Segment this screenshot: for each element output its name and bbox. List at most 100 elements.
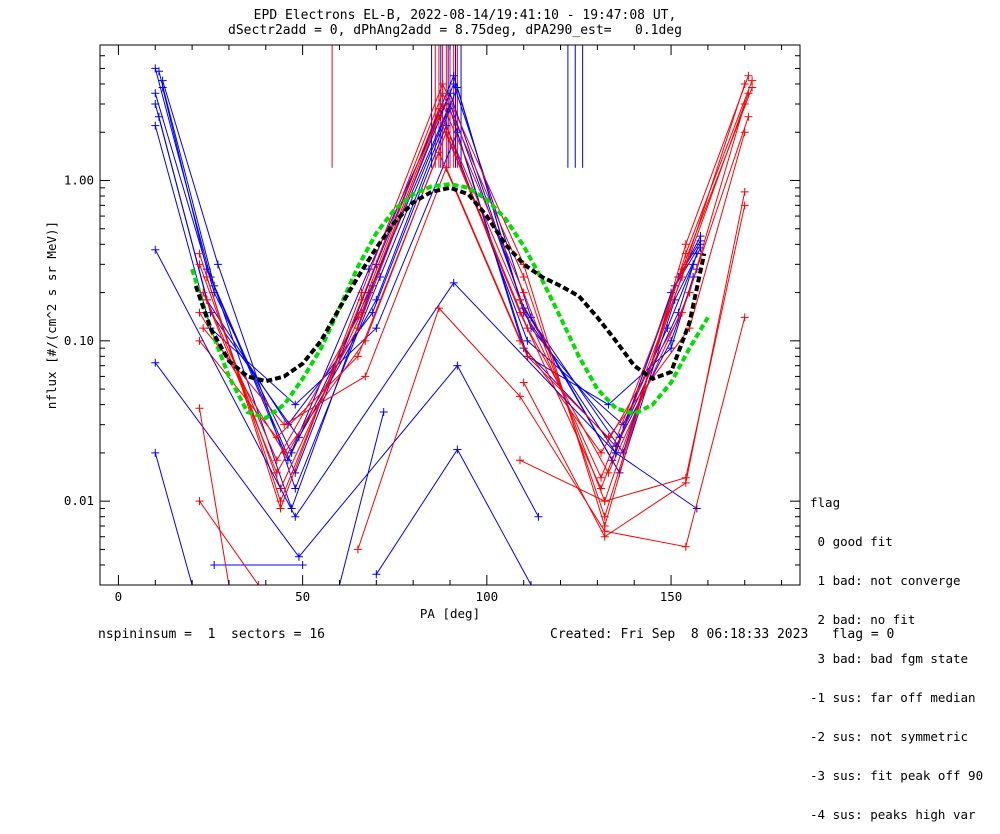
- pitch-angle-chart: 0 50 100 150 0.01 0.10 1.00 PA [deg] nflux [#/…: [44, 44, 801, 621]
- data-point: [213, 260, 222, 269]
- data-point: [272, 456, 281, 465]
- data-point: [272, 433, 281, 442]
- legend-heading: flag: [810, 495, 841, 510]
- x-tick-label: 100: [476, 589, 499, 604]
- data-point: [663, 324, 672, 333]
- data-point: [151, 448, 160, 457]
- series-line-red: [202, 93, 749, 490]
- data-point: [453, 361, 462, 370]
- data-point: [604, 433, 613, 442]
- data-point: [195, 308, 204, 317]
- flag-legend: flag 0 good fit 1 bad: not converge 2 ba…: [810, 470, 983, 834]
- data-point: [151, 89, 160, 98]
- data-point: [740, 187, 749, 196]
- data-point: [291, 512, 300, 521]
- data-point: [353, 313, 362, 322]
- data-point: [287, 448, 296, 457]
- series-line-red: [202, 132, 746, 439]
- data-point: [195, 260, 204, 269]
- legend-item: 0 good fit: [810, 534, 893, 549]
- series-line-blue: [154, 68, 701, 475]
- series-line-blue: [154, 103, 698, 448]
- data-point: [372, 324, 381, 333]
- series-line-red: [519, 205, 746, 502]
- chart-title-line1: EPD Electrons EL-B, 2022-08-14/19:41:10 …: [253, 8, 677, 23]
- series-line-red: [199, 83, 746, 503]
- footer-created-info: Created: Fri Sep 8 06:18:33 2023 flag = …: [550, 627, 895, 642]
- data-point: [283, 456, 292, 465]
- data-point: [291, 400, 300, 409]
- data-point: [195, 404, 204, 413]
- data-point: [678, 308, 687, 317]
- data-point: [353, 352, 362, 361]
- data-point: [696, 236, 705, 245]
- series-line-red: [199, 408, 230, 585]
- data-point: [158, 83, 167, 92]
- series-line-red: [357, 307, 746, 550]
- data-point: [210, 560, 219, 569]
- data-point: [523, 352, 532, 361]
- data-point: [154, 67, 163, 76]
- legend-item: -4 sus: peaks high var: [810, 807, 976, 822]
- series-line-red: [206, 80, 753, 519]
- data-point: [434, 304, 443, 313]
- data-point: [449, 79, 458, 88]
- legend-item: -1 sus: far off median: [810, 690, 976, 705]
- data-point: [199, 288, 208, 297]
- data-point: [611, 448, 620, 457]
- data-layer: [151, 45, 757, 585]
- data-point: [692, 504, 701, 513]
- data-point: [519, 378, 528, 387]
- data-point: [681, 542, 690, 551]
- y-tick-label: 0.01: [64, 493, 94, 508]
- x-tick-label: 50: [295, 589, 310, 604]
- data-point: [291, 484, 300, 493]
- data-point: [438, 89, 447, 98]
- data-point: [379, 407, 388, 416]
- data-point: [276, 504, 285, 513]
- data-point: [287, 504, 296, 513]
- legend-item: 1 bad: not converge: [810, 573, 961, 588]
- data-point: [199, 324, 208, 333]
- data-point: [748, 76, 757, 85]
- footer-spin-info: nspininsum = 1 sectors = 16: [98, 627, 325, 642]
- data-point: [446, 89, 454, 98]
- series-line-red: [199, 75, 749, 528]
- data-point: [361, 372, 370, 381]
- data-point: [740, 313, 749, 322]
- data-point: [748, 83, 757, 92]
- data-point: [681, 240, 690, 249]
- series-line-red: [523, 191, 746, 538]
- data-point: [744, 112, 753, 121]
- data-point: [681, 478, 690, 487]
- data-point: [744, 71, 753, 80]
- data-point: [523, 336, 532, 345]
- data-point: [516, 295, 524, 304]
- data-point: [195, 336, 204, 345]
- data-point: [519, 273, 528, 282]
- y-axis-label: nflux [#/(cm^2 s sr MeV)]: [44, 221, 59, 409]
- series-line-blue: [154, 452, 193, 585]
- data-point: [442, 163, 451, 172]
- fit-curve-green: [190, 182, 710, 421]
- data-point: [254, 581, 263, 585]
- data-point: [294, 552, 303, 561]
- series-line-red: [199, 116, 749, 454]
- data-point: [158, 76, 167, 85]
- fit-curve-black: [193, 185, 707, 384]
- data-point: [519, 288, 528, 297]
- data-point: [364, 265, 373, 274]
- data-point: [597, 473, 606, 482]
- data-point: [372, 570, 381, 579]
- legend-item: -3 sus: fit peak off 90: [810, 768, 984, 783]
- data-point: [604, 468, 613, 477]
- data-point: [434, 104, 443, 113]
- data-point: [438, 99, 447, 108]
- data-point: [372, 295, 381, 304]
- legend-item: 3 bad: bad fgm state: [810, 651, 969, 666]
- data-point: [195, 497, 204, 506]
- axis-layer: 0 50 100 150 0.01 0.10 1.00: [64, 44, 800, 604]
- data-point: [696, 243, 705, 252]
- data-point: [449, 71, 458, 80]
- x-tick-label: 0: [115, 589, 123, 604]
